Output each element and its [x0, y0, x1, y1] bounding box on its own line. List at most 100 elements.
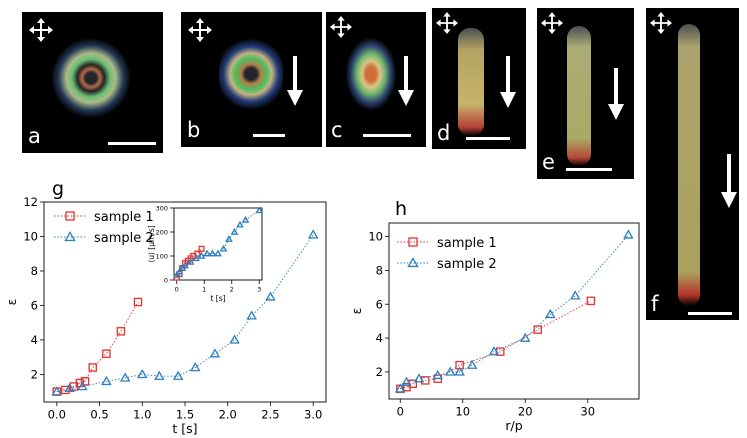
panel-label-g: g [52, 178, 64, 200]
data-point-series-2 [236, 220, 244, 228]
x-tick-label: 0.0 [48, 408, 66, 422]
y-tick-label: 100 [156, 252, 168, 260]
data-point-series-2 [172, 271, 181, 278]
y-tick-label: 10 [368, 230, 383, 244]
y-axis-label: ε [4, 299, 19, 306]
y-tick-label: 200 [156, 228, 168, 236]
legend-label: sample 1 [94, 210, 154, 225]
crossed-polarizers-icon [650, 12, 672, 34]
data-point-series-2 [544, 308, 556, 319]
x-tick-label: 3.0 [304, 408, 322, 422]
data-point-series-1 [533, 325, 542, 334]
legend-marker [65, 211, 75, 221]
data-point-series-2 [101, 375, 112, 386]
data-point-series-2 [175, 267, 184, 275]
crossed-polarizers-icon [541, 12, 563, 34]
data-point-series-2 [203, 249, 211, 257]
y-axis-label: ⟨u⟩ [μm/s] [147, 225, 156, 262]
x-tick-label: 1 [202, 286, 206, 294]
y-tick-label: 8 [31, 264, 38, 278]
panel-label: b [187, 118, 201, 142]
data-point-series-2 [214, 249, 222, 257]
x-tick-label: 0.5 [90, 408, 108, 422]
crossed-polarizers-icon [29, 18, 53, 42]
micrograph-d: d [432, 8, 526, 149]
data-point-series-2 [394, 383, 406, 393]
micrograph-b: b [181, 12, 322, 147]
x-tick-label: 10 [455, 405, 470, 419]
data-point-series-2 [119, 372, 131, 382]
data-point-series-2 [172, 370, 184, 380]
data-point-series-2 [454, 366, 465, 376]
x-tick-label: 2 [230, 286, 234, 294]
data-point-series-2 [209, 348, 221, 358]
data-point-series-2 [307, 229, 319, 239]
x-axis-label: r/p [505, 418, 522, 433]
panel-label: d [437, 121, 451, 145]
crossed-polarizers-icon [188, 18, 212, 42]
data-point-series-2 [229, 334, 240, 344]
data-point-series-2 [77, 381, 88, 391]
data-point-series-2 [154, 370, 165, 380]
scale-bar [363, 134, 411, 137]
x-tick-label: 0 [397, 405, 404, 419]
data-point-series-2 [401, 376, 412, 386]
y-tick-label: 2 [31, 367, 38, 381]
x-axis-label: t [s] [172, 421, 197, 436]
y-tick-label: 8 [376, 263, 383, 277]
chart-h: h 0 10 20 30 2 4 6 8 10 r/p ε sample 1 sample 2 [349, 198, 640, 433]
x-tick-label: 3 [257, 286, 261, 294]
x-tick-label: 2.0 [219, 408, 237, 422]
data-point-series-2 [246, 310, 257, 320]
data-point-series-1 [88, 363, 97, 372]
plot-frame [173, 207, 263, 281]
data-point-series-2 [255, 206, 264, 214]
down-arrow-icon [608, 68, 624, 120]
data-point-series-2 [265, 291, 276, 301]
legend-label: sample 2 [437, 257, 497, 272]
inset-chart: 0 1 2 3 0 100 200 300 t [s] ⟨u⟩ [μm/s] [147, 204, 264, 303]
scale-bar [566, 168, 612, 171]
data-point-series-1 [194, 250, 201, 257]
data-point-series-1 [586, 296, 596, 306]
y-axis-label: ε [349, 308, 364, 315]
data-point-series-2 [181, 261, 189, 269]
legend-marker [407, 257, 419, 268]
panel-label: e [542, 150, 555, 174]
data-point-series-2 [189, 362, 201, 372]
series-line-2 [399, 234, 629, 390]
series-line-2 [56, 234, 314, 393]
data-point-series-2 [197, 251, 206, 259]
data-point-series-2 [488, 346, 500, 356]
y-tick-label: 12 [23, 195, 38, 209]
data-point-series-1 [61, 385, 70, 395]
data-point-series-2 [64, 382, 75, 392]
panel-label: f [651, 292, 659, 316]
micrograph-c: c [326, 12, 426, 147]
legend-label: sample 2 [94, 231, 154, 246]
crossed-polarizers-icon [330, 16, 352, 38]
data-point-series-2 [444, 366, 456, 376]
x-axis-label: t [s] [210, 294, 225, 303]
micrograph-e: e [537, 8, 634, 179]
data-point-series-2 [137, 368, 148, 379]
legend-marker [408, 237, 418, 247]
y-tick-label: 4 [31, 333, 38, 347]
data-point-series-1 [80, 377, 90, 386]
x-tick-label: 1.5 [176, 408, 194, 422]
data-point-series-2 [519, 332, 531, 342]
data-point-series-1 [198, 245, 205, 252]
panel-label-h: h [395, 198, 407, 220]
panel-label: a [28, 124, 41, 148]
micrograph-f: f [646, 8, 739, 320]
y-tick-label: 4 [376, 331, 383, 345]
x-tick-label: 30 [580, 405, 595, 419]
data-point-series-2 [51, 386, 63, 396]
data-point-series-2 [569, 290, 581, 300]
micrograph-a: a [22, 12, 163, 153]
data-point-series-2 [413, 373, 425, 383]
scale-bar [253, 134, 285, 137]
x-tick-label: 1.0 [133, 408, 151, 422]
data-point-series-2 [192, 254, 200, 262]
